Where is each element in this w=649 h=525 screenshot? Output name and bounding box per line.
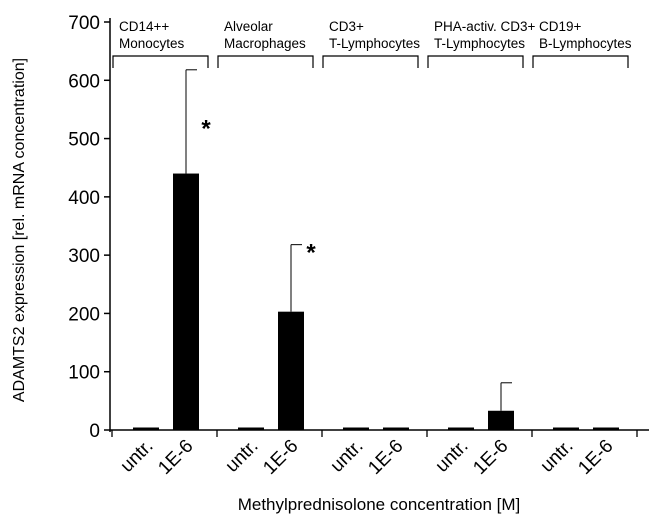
group-bracket [427, 55, 524, 68]
y-tick-label: 600 [68, 71, 100, 92]
x-tick-label: untr. [537, 436, 578, 477]
bar [448, 427, 474, 430]
bar [383, 427, 409, 430]
x-tick-label: 1E-6 [469, 436, 512, 479]
bar [173, 173, 199, 431]
x-tick-label: untr. [222, 436, 263, 477]
group-label: Monocytes [119, 36, 185, 51]
x-tick-label: untr. [432, 436, 473, 477]
bar [133, 427, 159, 430]
group-label: Macrophages [224, 36, 306, 51]
x-tick-label: 1E-6 [154, 436, 197, 479]
significance-marker: * [201, 116, 211, 143]
group-label: PHA-activ. CD3+ [434, 19, 536, 34]
x-tick-label: untr. [117, 436, 158, 477]
group-bracket [532, 55, 629, 68]
x-tick-label: 1E-6 [364, 436, 407, 479]
bar [488, 410, 514, 430]
group-label: CD14++ [119, 19, 169, 34]
y-tick-label: 100 [68, 363, 100, 384]
bar [593, 427, 619, 430]
y-tick-label: 400 [68, 188, 100, 209]
x-axis-title: Methylprednisolone concentration [M] [238, 495, 521, 514]
x-tick-label: 1E-6 [259, 436, 302, 479]
bar [553, 427, 579, 430]
group-label: T-Lymphocytes [329, 36, 420, 51]
group-label: Alveolar [224, 19, 273, 34]
group-label: T-Lymphocytes [434, 36, 525, 51]
group-label: CD3+ [329, 19, 364, 34]
group-bracket [217, 55, 314, 68]
x-tick-label: 1E-6 [574, 436, 617, 479]
group-label: B-Lymphocytes [539, 36, 632, 51]
y-tick-label: 0 [89, 421, 100, 442]
labels: 0 100 200 300 400 500 600 700 CD14++ Monocytes unt… [68, 13, 631, 479]
bars [133, 69, 619, 431]
significance-marker: * [306, 240, 316, 267]
group-bracket [112, 55, 209, 68]
y-tick-label: 200 [68, 304, 100, 325]
y-axis-title: ADAMTS2 expression [rel. mRNA concentrat… [11, 58, 28, 402]
bar [343, 427, 369, 430]
bar [278, 311, 304, 430]
group-bracket [322, 55, 419, 68]
bar [238, 427, 264, 430]
y-tick-label: 500 [68, 130, 100, 151]
y-tick-label: 700 [68, 13, 100, 34]
y-tick-label: 300 [68, 246, 100, 267]
group-label: CD19+ [539, 19, 582, 34]
x-tick-label: untr. [327, 436, 368, 477]
